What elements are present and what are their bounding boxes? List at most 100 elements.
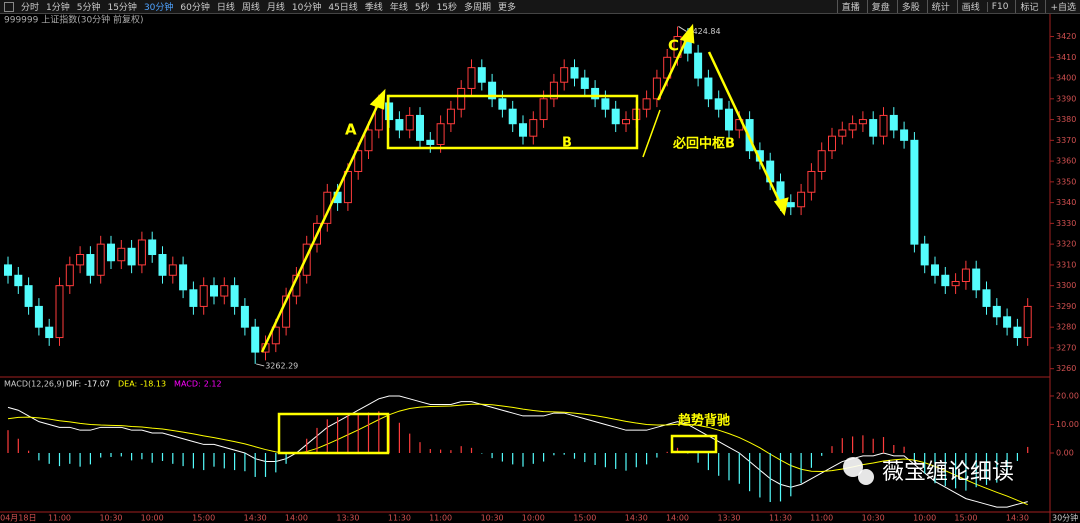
period-tab[interactable]: 45日线 bbox=[328, 3, 358, 13]
period-tab[interactable]: 年线 bbox=[389, 3, 408, 13]
legend-value: -17.07 bbox=[84, 380, 110, 389]
icon bbox=[4, 1, 14, 12]
candle-body bbox=[364, 129, 373, 152]
candle-body bbox=[591, 87, 600, 100]
period-tab[interactable]: 日线 bbox=[216, 3, 235, 13]
tool-button[interactable]: 复盘 bbox=[866, 0, 890, 13]
x-tick-label: 13:30 bbox=[717, 514, 740, 523]
y-tick-label: 3280 bbox=[1056, 323, 1076, 332]
x-tick-label: 13:30 bbox=[336, 514, 359, 523]
x-tick-label: 11:00 bbox=[429, 514, 452, 523]
period-tab[interactable]: 15秒 bbox=[436, 3, 458, 13]
annotation: 趋势背驰 bbox=[678, 413, 730, 429]
candle-body bbox=[519, 123, 527, 137]
candle-body bbox=[1013, 326, 1022, 339]
annotation: B bbox=[562, 136, 572, 151]
candle-body bbox=[210, 285, 218, 297]
tool-button[interactable]: 标记 bbox=[1015, 0, 1038, 13]
period-tab[interactable]: 10分钟 bbox=[291, 3, 322, 13]
candle-body bbox=[951, 281, 960, 287]
candle-body bbox=[96, 243, 105, 276]
wechat-icon bbox=[843, 457, 863, 477]
candle-body bbox=[879, 114, 888, 137]
candle-body bbox=[858, 119, 867, 125]
candle-body bbox=[457, 87, 466, 110]
period-label: 30分钟 bbox=[1052, 513, 1078, 523]
x-tick-label: 15:00 bbox=[192, 514, 215, 523]
drawings bbox=[260, 23, 789, 455]
center-box bbox=[386, 94, 639, 150]
tool-buttons: 直播 复盘 多股 统计 画线 F10 标记 +自选 bbox=[833, 0, 1080, 13]
period-tab[interactable]: 更多 bbox=[498, 3, 517, 13]
period-tab[interactable]: 5分钟 bbox=[76, 3, 101, 13]
y-tick-label: 3360 bbox=[1056, 157, 1076, 166]
arrow bbox=[260, 99, 382, 353]
macd-title: MACD(12,26,9) bbox=[4, 380, 65, 389]
candle-body bbox=[539, 98, 548, 121]
tool-button[interactable]: +自选 bbox=[1045, 0, 1076, 13]
candle-body bbox=[282, 295, 291, 328]
y-tick-label: 3420 bbox=[1056, 32, 1076, 41]
candle-body bbox=[508, 108, 517, 125]
x-tick-label: 11:00 bbox=[810, 514, 833, 523]
candle-body bbox=[76, 254, 85, 266]
period-tab[interactable]: 周线 bbox=[241, 3, 260, 13]
tool-button[interactable]: F10 bbox=[986, 1, 1008, 12]
candle-body bbox=[725, 108, 733, 131]
candle-body bbox=[642, 98, 651, 110]
tool-button[interactable]: 直播 bbox=[836, 0, 860, 13]
period-tab[interactable]: 分时 bbox=[21, 3, 40, 13]
candle-body bbox=[601, 98, 610, 110]
arrow-head bbox=[679, 23, 695, 44]
tool-button[interactable]: 画线 bbox=[956, 0, 980, 13]
y-tick-label: 3320 bbox=[1056, 240, 1076, 249]
candle-body bbox=[137, 239, 146, 266]
candle-body bbox=[354, 150, 363, 172]
period-tab[interactable]: 1分钟 bbox=[46, 3, 70, 13]
candle-body bbox=[838, 129, 847, 137]
x-tick-label: 14:00 bbox=[285, 514, 308, 523]
x-tick-label: 14:00 bbox=[666, 514, 689, 523]
period-tab[interactable]: 5秒 bbox=[414, 3, 430, 13]
tool-button[interactable]: 统计 bbox=[926, 0, 950, 13]
candle-body bbox=[199, 285, 208, 307]
x-tick-label: 10:00 bbox=[141, 514, 164, 523]
macd-box bbox=[670, 434, 718, 454]
candle-body bbox=[920, 243, 929, 266]
period-tab[interactable]: 季线 bbox=[364, 3, 383, 13]
candle-body bbox=[416, 114, 424, 141]
x-tick-label: 14:30 bbox=[1006, 514, 1029, 523]
tool-button[interactable]: 多股 bbox=[896, 0, 920, 13]
x-tick-label: 10:30 bbox=[99, 514, 122, 523]
candle-body bbox=[786, 202, 795, 208]
candle-body bbox=[652, 77, 661, 100]
y-tick-label: 3300 bbox=[1056, 281, 1076, 290]
candle-body bbox=[467, 67, 476, 89]
annotation: A bbox=[345, 121, 357, 139]
candle-body bbox=[570, 67, 579, 79]
y-tick-label: 3390 bbox=[1056, 94, 1076, 103]
candle-body bbox=[869, 119, 878, 137]
candle-body bbox=[45, 326, 54, 339]
x-tick-label: 04月18日 bbox=[0, 514, 36, 523]
candle-body bbox=[477, 67, 486, 83]
candle-body bbox=[34, 305, 43, 328]
period-tab[interactable]: 15分钟 bbox=[107, 3, 137, 13]
candle-body bbox=[107, 243, 115, 262]
candle-body bbox=[127, 247, 136, 266]
candle-body bbox=[55, 285, 64, 339]
candle-body bbox=[622, 119, 630, 125]
candle-body bbox=[714, 98, 723, 110]
period-tab[interactable]: 月线 bbox=[266, 3, 285, 13]
period-tab[interactable]: 多周期 bbox=[464, 3, 492, 13]
candle-body bbox=[230, 285, 239, 307]
candle-body bbox=[405, 114, 414, 131]
macd-box bbox=[277, 412, 390, 455]
period-tab[interactable]: 60分钟 bbox=[180, 3, 210, 13]
annotation: C bbox=[668, 37, 679, 55]
candle-body bbox=[848, 123, 857, 131]
macd-line bbox=[7, 395, 1028, 508]
period-tab[interactable]: 30分钟 bbox=[143, 3, 174, 13]
candle-body bbox=[972, 268, 981, 291]
